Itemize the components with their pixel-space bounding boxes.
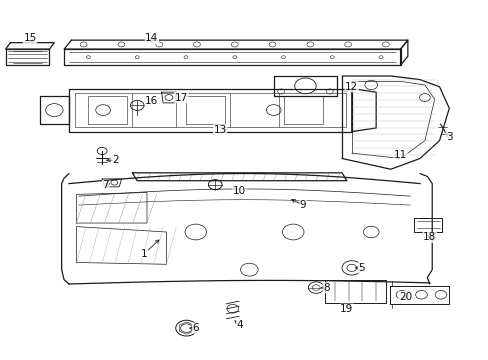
Text: 9: 9 xyxy=(299,200,305,210)
Text: 10: 10 xyxy=(233,186,245,196)
Text: 1: 1 xyxy=(141,248,147,258)
Text: 13: 13 xyxy=(213,125,226,135)
Text: 5: 5 xyxy=(358,263,364,273)
Text: 4: 4 xyxy=(236,320,243,330)
Text: 2: 2 xyxy=(112,155,119,165)
Text: 19: 19 xyxy=(340,304,353,314)
Text: 15: 15 xyxy=(23,33,37,43)
Text: 3: 3 xyxy=(445,132,452,142)
Text: 17: 17 xyxy=(174,93,187,103)
Text: 8: 8 xyxy=(323,283,329,293)
Text: 14: 14 xyxy=(145,33,158,43)
Text: 16: 16 xyxy=(145,96,158,106)
Text: 7: 7 xyxy=(102,180,109,190)
Text: 18: 18 xyxy=(422,232,435,242)
Text: 12: 12 xyxy=(345,82,358,92)
Text: 11: 11 xyxy=(393,150,407,160)
Text: 20: 20 xyxy=(398,292,411,302)
Text: 6: 6 xyxy=(192,323,199,333)
